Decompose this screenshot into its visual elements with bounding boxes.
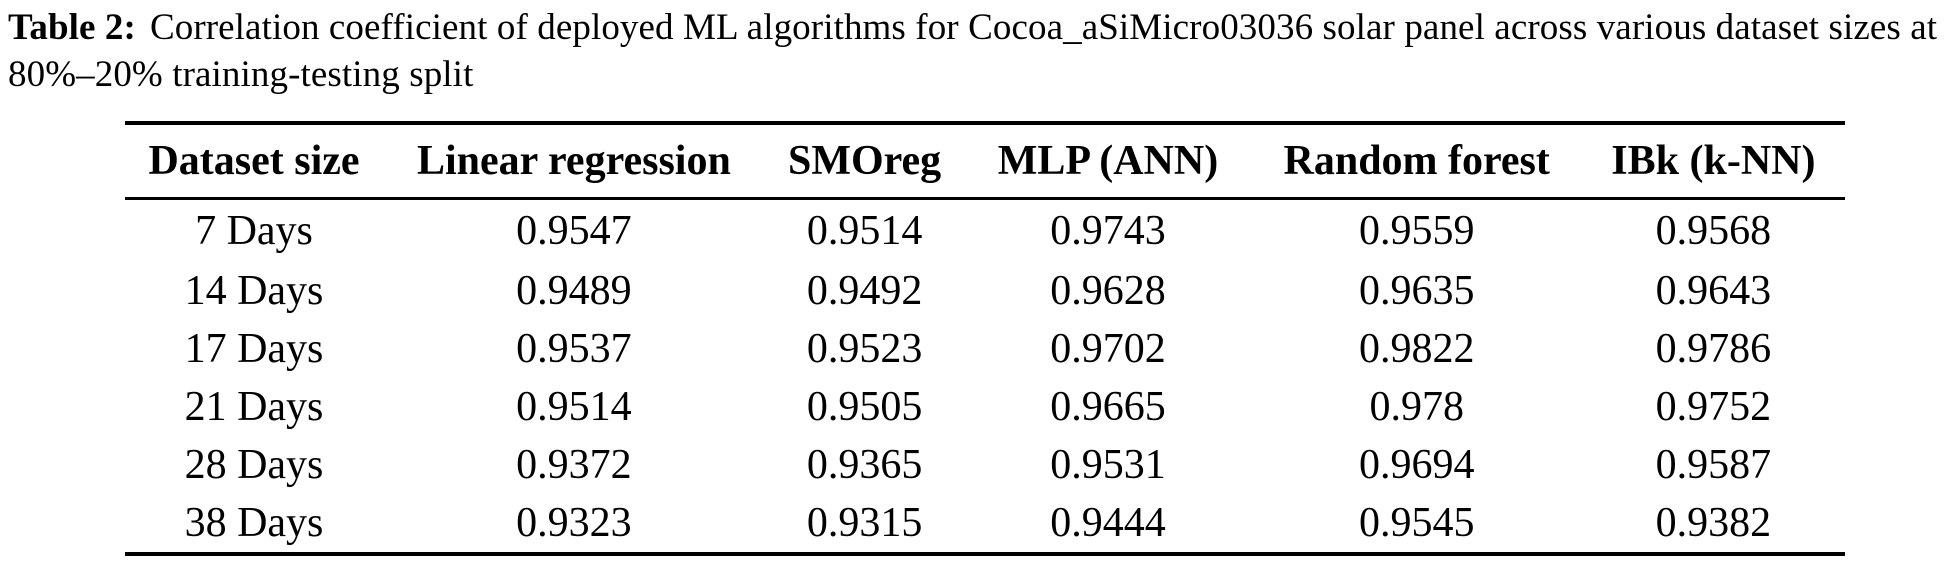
cell-value: 0.9537 xyxy=(516,326,632,373)
cell-value: 0.9382 xyxy=(1581,494,1845,557)
table-row: 21 Days 0.9514 0.9505 0.9665 0.978 0.975… xyxy=(125,378,1845,436)
cell-value: 0.9523 xyxy=(806,326,923,373)
cell-value: 0.9665 xyxy=(1050,384,1166,431)
column-header-mlp-ann: MLP (ANN) xyxy=(964,121,1252,201)
cell-value: 0.9492 xyxy=(806,268,923,315)
column-header-dataset-size: Dataset size xyxy=(125,121,383,201)
cell-value: 0.9643 xyxy=(1655,268,1772,315)
cell-value: 0.9315 xyxy=(764,494,965,557)
row-label: 38 Days xyxy=(125,494,383,557)
table-row: 17 Days 0.9537 0.9523 0.9702 0.9822 0.97… xyxy=(125,320,1845,378)
cell-value: 0.9372 xyxy=(516,442,632,489)
column-header-ibk-knn: IBk (k-NN) xyxy=(1581,121,1845,201)
table-row: 38 Days 0.9323 0.9315 0.9444 0.9545 0.93… xyxy=(125,494,1845,557)
cell-value: 0.9628 xyxy=(1050,268,1166,315)
cell-value: 0.9568 xyxy=(1655,208,1772,255)
column-header-random-forest: Random forest xyxy=(1251,121,1582,201)
cell-value: 0.9514 xyxy=(806,208,923,255)
cell-value: 0.9702 xyxy=(1050,326,1166,373)
cell-value: 0.978 xyxy=(1369,384,1464,431)
table-row: 28 Days 0.9372 0.9365 0.9531 0.9694 0.95… xyxy=(125,436,1845,494)
row-label: 28 Days xyxy=(184,442,324,489)
cell-value: 0.9531 xyxy=(1050,442,1166,489)
cell-value: 0.9547 xyxy=(516,208,632,255)
row-label: 7 Days xyxy=(195,208,313,255)
row-label: 17 Days xyxy=(184,326,324,373)
table-row: 7 Days 0.9547 0.9514 0.9743 0.9559 0.956… xyxy=(125,199,1845,263)
row-label: 21 Days xyxy=(184,384,324,431)
table-caption: Table 2: Correlation coefficient of deplo… xyxy=(0,0,1954,98)
cell-value: 0.9489 xyxy=(516,268,632,315)
table-caption-text: Correlation coefficient of deployed ML a… xyxy=(8,7,1938,95)
table-header-row: Dataset size Linear regression SMOreg ML… xyxy=(125,121,1845,201)
column-header-smoreg: SMOreg xyxy=(764,121,965,201)
row-label: 14 Days xyxy=(184,268,324,315)
cell-value: 0.9559 xyxy=(1358,208,1475,255)
cell-value: 0.9635 xyxy=(1358,268,1475,315)
cell-value: 0.9743 xyxy=(1050,208,1166,255)
cell-value: 0.9822 xyxy=(1358,326,1475,373)
column-header-linear-regression: Linear regression xyxy=(383,121,765,201)
table-caption-label: Table 2: xyxy=(8,7,136,48)
cell-value: 0.9365 xyxy=(806,442,923,489)
cell-value: 0.9514 xyxy=(516,384,632,431)
table-row: 14 Days 0.9489 0.9492 0.9628 0.9635 0.96… xyxy=(125,262,1845,320)
cell-value: 0.9786 xyxy=(1655,326,1772,373)
cell-value: 0.9444 xyxy=(964,494,1252,557)
cell-value: 0.9694 xyxy=(1358,442,1475,489)
cell-value: 0.9505 xyxy=(806,384,923,431)
cell-value: 0.9587 xyxy=(1655,442,1772,489)
correlation-table: Dataset size Linear regression SMOreg ML… xyxy=(125,121,1845,557)
cell-value: 0.9752 xyxy=(1655,384,1772,431)
cell-value: 0.9545 xyxy=(1251,494,1582,557)
cell-value: 0.9323 xyxy=(383,494,765,557)
